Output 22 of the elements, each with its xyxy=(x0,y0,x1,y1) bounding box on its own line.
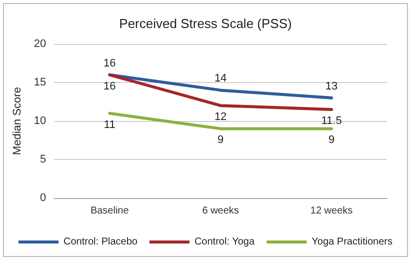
x-tick-label: 6 weeks xyxy=(202,206,239,216)
data-label: 16 xyxy=(103,80,116,92)
data-label: 9 xyxy=(328,134,335,146)
data-label: 9 xyxy=(218,134,224,146)
data-label: 16 xyxy=(103,57,116,70)
y-tick-label: 10 xyxy=(34,115,46,127)
data-label: 14 xyxy=(214,72,227,85)
x-tick-label: 12 weeks xyxy=(310,206,353,216)
data-label: 13 xyxy=(325,80,338,92)
legend-label: Control: Yoga xyxy=(194,236,255,248)
y-tick-label: 5 xyxy=(40,154,46,166)
legend-label: Yoga Practitioners xyxy=(312,236,392,248)
x-tick-label: Baseline xyxy=(90,206,130,216)
y-tick-label: 15 xyxy=(34,76,46,88)
data-label: 12 xyxy=(214,111,227,124)
data-label: 11.5 xyxy=(321,114,342,127)
data-label: 11 xyxy=(104,118,116,131)
y-axis-title: Median Score xyxy=(12,87,24,155)
y-tick-label: 20 xyxy=(34,38,46,50)
y-tick-label: 0 xyxy=(40,192,46,204)
legend-label: Control: Placebo xyxy=(64,236,138,248)
chart-title: Perceived Stress Scale (PSS) xyxy=(119,16,292,31)
